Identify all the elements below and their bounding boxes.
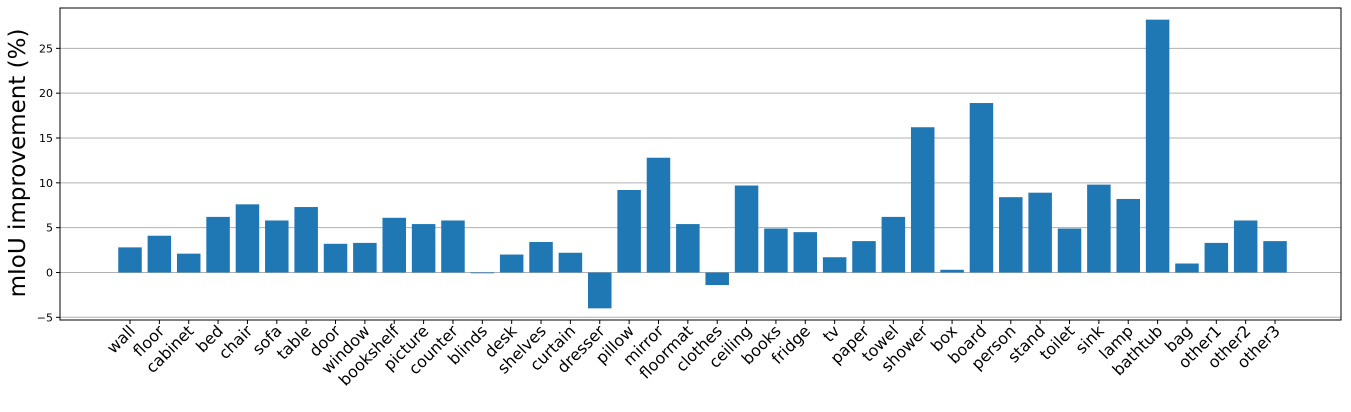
x-axis-ticks: wallfloorcabinetbedchairsofatabledoorwin… — [103, 320, 1284, 390]
bar-toilet — [1057, 228, 1082, 273]
bar-towel — [881, 216, 906, 273]
bar-blinds — [470, 272, 495, 274]
bar-dresser — [588, 272, 612, 309]
bar-board — [969, 103, 994, 273]
bar-other2 — [1233, 220, 1258, 273]
bar-books — [764, 228, 788, 273]
y-axis-label: mIoU improvement (%) — [5, 29, 31, 298]
y-tick-label: 5 — [46, 222, 53, 235]
bar-other1 — [1204, 242, 1229, 273]
bar-floor — [147, 235, 172, 273]
y-tick-label: 0 — [46, 266, 53, 279]
bar-bookshelf — [382, 217, 406, 273]
bar-chair — [235, 204, 260, 273]
bar-ceiling — [734, 185, 759, 273]
bar-curtain — [558, 252, 583, 273]
bar-box — [940, 269, 964, 273]
bar-paper — [852, 241, 876, 273]
bar-picture — [411, 224, 436, 273]
bar-desk — [499, 254, 524, 273]
bar-cabinet — [176, 253, 201, 273]
y-axis-ticks: −5 0 5 10 15 20 25 — [37, 42, 60, 324]
bar-lamp — [1116, 198, 1140, 273]
bar-other3 — [1263, 241, 1287, 273]
bar-sofa — [265, 220, 289, 273]
bar-wall — [118, 247, 142, 273]
bar-pillow — [617, 190, 641, 273]
bar-table — [294, 207, 318, 273]
bar-shower — [910, 127, 935, 273]
y-tick-label: 15 — [39, 132, 53, 145]
bar-clothes — [705, 272, 729, 286]
bar-bathtub — [1145, 19, 1170, 273]
y-tick-label: −5 — [37, 311, 53, 324]
bar-stand — [1028, 192, 1052, 273]
bar-bag — [1175, 263, 1199, 273]
bar-counter — [441, 220, 465, 273]
bar-sink — [1087, 184, 1111, 273]
bar-mirror — [646, 157, 671, 273]
y-tick-label: 20 — [39, 87, 53, 100]
bar-bed — [206, 216, 230, 273]
bar-floormat — [676, 224, 700, 273]
plot-frame — [59, 7, 1342, 321]
y-tick-label: 10 — [39, 177, 53, 190]
bar-fridge — [793, 232, 818, 273]
bars — [118, 19, 1287, 309]
bar-shelves — [529, 242, 553, 273]
bar-door — [323, 243, 348, 273]
bar-tv — [822, 257, 847, 273]
bar-person — [999, 197, 1023, 273]
y-tick-label: 25 — [39, 42, 53, 55]
bar-window — [353, 242, 377, 273]
